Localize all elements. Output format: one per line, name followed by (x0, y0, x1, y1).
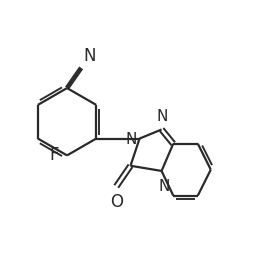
Text: N: N (125, 132, 137, 147)
Text: N: N (157, 109, 168, 124)
Text: O: O (110, 193, 123, 211)
Text: N: N (158, 179, 170, 194)
Text: F: F (50, 146, 59, 164)
Text: N: N (84, 47, 96, 65)
